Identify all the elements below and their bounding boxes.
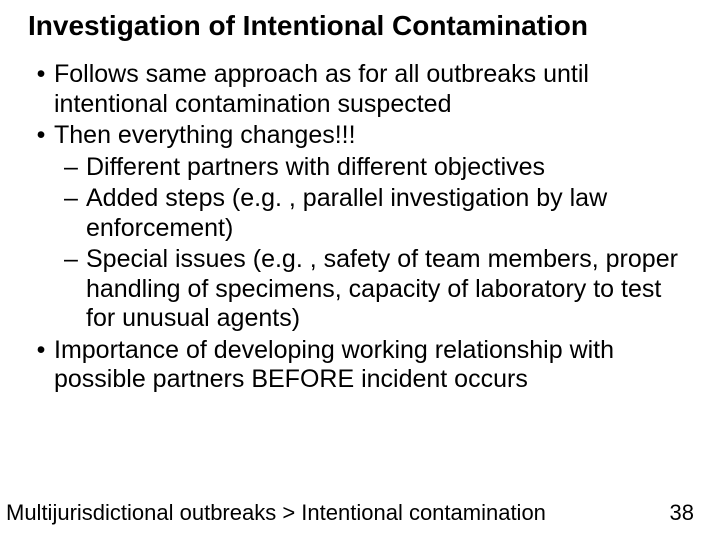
slide-body: •Follows same approach as for all outbre… bbox=[28, 60, 692, 395]
bullet-text: Follows same approach as for all outbrea… bbox=[54, 60, 692, 119]
bullet-dot-icon: • bbox=[28, 336, 54, 366]
bullet-level2: –Added steps (e.g. , parallel investigat… bbox=[64, 184, 692, 243]
bullet-text: Special issues (e.g. , safety of team me… bbox=[86, 245, 692, 334]
bullet-level1: •Then everything changes!!! bbox=[28, 121, 692, 151]
breadcrumb: Multijurisdictional outbreaks > Intentio… bbox=[6, 500, 546, 526]
bullet-dash-icon: – bbox=[64, 153, 86, 183]
bullet-text: Then everything changes!!! bbox=[54, 121, 692, 151]
slide: Investigation of Intentional Contaminati… bbox=[0, 0, 720, 540]
bullet-text: Added steps (e.g. , parallel investigati… bbox=[86, 184, 692, 243]
bullet-level1: •Follows same approach as for all outbre… bbox=[28, 60, 692, 119]
bullet-text: Importance of developing working relatio… bbox=[54, 336, 692, 395]
bullet-level1: •Importance of developing working relati… bbox=[28, 336, 692, 395]
bullet-dot-icon: • bbox=[28, 60, 54, 90]
bullet-dash-icon: – bbox=[64, 245, 86, 275]
slide-title: Investigation of Intentional Contaminati… bbox=[28, 10, 692, 42]
slide-footer: Multijurisdictional outbreaks > Intentio… bbox=[0, 500, 720, 526]
bullet-level2: –Special issues (e.g. , safety of team m… bbox=[64, 245, 692, 334]
page-number: 38 bbox=[670, 500, 694, 526]
bullet-level2: –Different partners with different objec… bbox=[64, 153, 692, 183]
bullet-dot-icon: • bbox=[28, 121, 54, 151]
bullet-dash-icon: – bbox=[64, 184, 86, 214]
bullet-text: Different partners with different object… bbox=[86, 153, 692, 183]
